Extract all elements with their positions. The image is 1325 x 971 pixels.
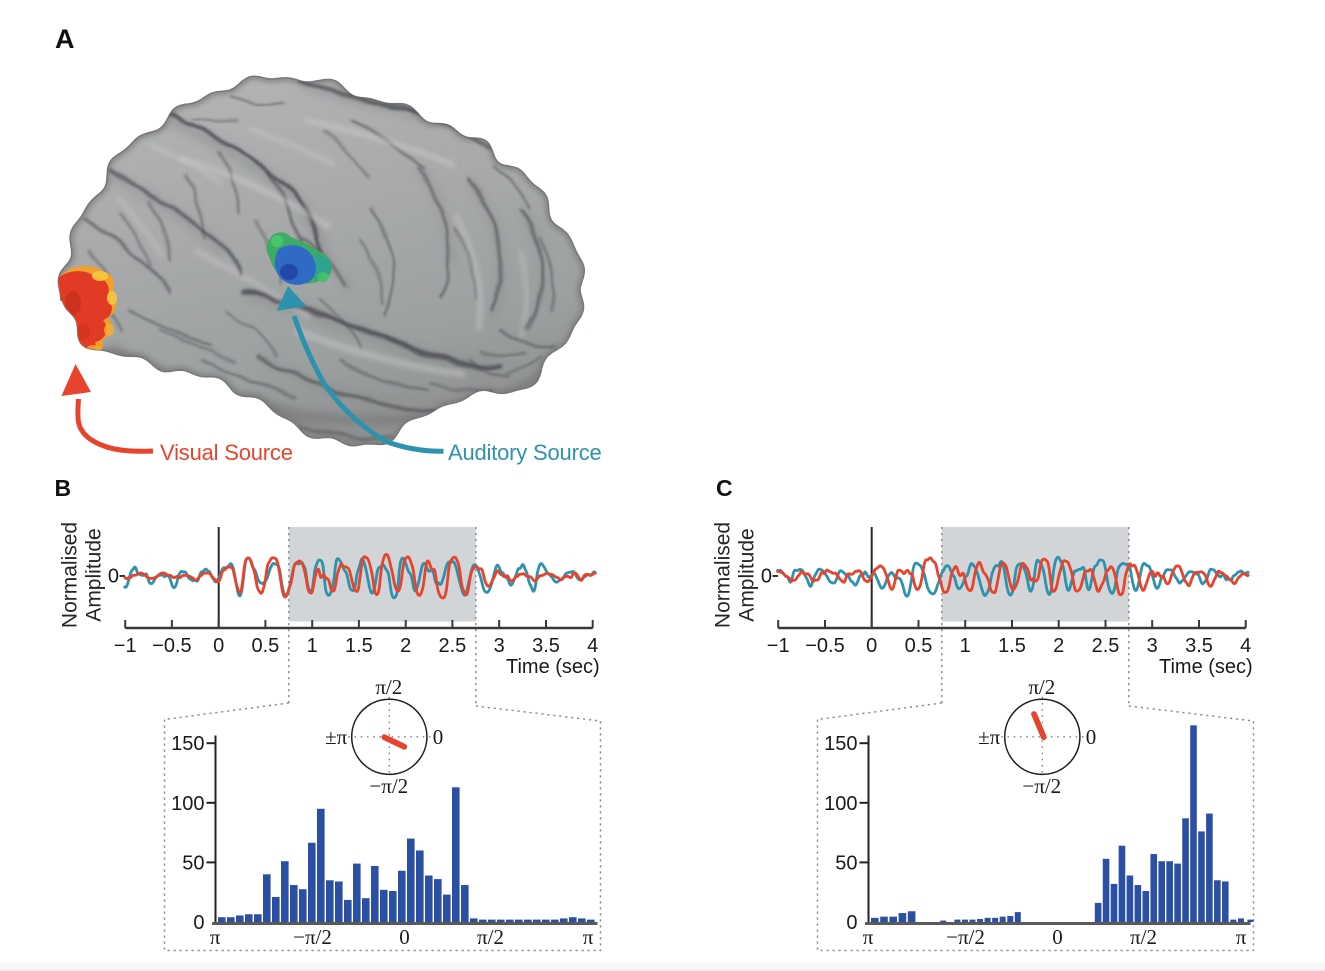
svg-text:0.5: 0.5: [251, 635, 279, 657]
svg-text:0: 0: [193, 912, 204, 934]
svg-text:Auditory Source: Auditory Source: [448, 440, 602, 465]
svg-text:Time (sec): Time (sec): [506, 656, 600, 678]
svg-text:0: 0: [213, 635, 224, 657]
svg-text:C: C: [716, 475, 733, 501]
svg-text:0: 0: [761, 566, 772, 588]
svg-text:0: 0: [1086, 725, 1097, 749]
svg-text:±π: ±π: [325, 725, 348, 749]
svg-text:2.5: 2.5: [438, 635, 466, 657]
svg-text:3: 3: [494, 635, 505, 657]
svg-text:3.5: 3.5: [532, 635, 560, 657]
svg-text:π: π: [210, 925, 221, 949]
svg-text:π/2: π/2: [375, 675, 402, 699]
svg-text:0: 0: [866, 635, 877, 657]
svg-text:3: 3: [1147, 635, 1158, 657]
svg-text:π/2: π/2: [477, 925, 504, 949]
svg-text:1: 1: [307, 635, 318, 657]
svg-text:Amplitude: Amplitude: [83, 528, 106, 621]
svg-text:2: 2: [400, 635, 411, 657]
svg-text:100: 100: [824, 793, 857, 815]
svg-text:0: 0: [399, 925, 410, 949]
svg-text:1: 1: [960, 635, 971, 657]
svg-text:−π/2: −π/2: [293, 925, 332, 949]
svg-text:−0.5: −0.5: [152, 635, 191, 657]
svg-text:2.5: 2.5: [1092, 635, 1120, 657]
svg-text:100: 100: [171, 793, 204, 815]
svg-text:−1: −1: [767, 635, 790, 657]
svg-text:−0.5: −0.5: [805, 635, 844, 657]
svg-text:−π/2: −π/2: [369, 774, 408, 798]
svg-text:3.5: 3.5: [1185, 635, 1213, 657]
svg-text:π/2: π/2: [1130, 925, 1157, 949]
svg-text:Visual Source: Visual Source: [160, 440, 293, 465]
svg-text:50: 50: [182, 852, 204, 874]
svg-text:A: A: [55, 24, 75, 54]
svg-text:±π: ±π: [978, 725, 1001, 749]
svg-text:−π/2: −π/2: [1022, 774, 1061, 798]
svg-text:Normalised: Normalised: [712, 522, 735, 628]
svg-text:π: π: [1236, 925, 1247, 949]
svg-text:0: 0: [433, 725, 444, 749]
svg-text:1.5: 1.5: [998, 635, 1026, 657]
svg-text:π: π: [863, 925, 874, 949]
svg-text:π/2: π/2: [1028, 675, 1055, 699]
svg-text:−π/2: −π/2: [946, 925, 985, 949]
svg-text:50: 50: [835, 852, 857, 874]
svg-text:4: 4: [587, 635, 598, 657]
svg-text:0: 0: [846, 912, 857, 934]
svg-text:2: 2: [1053, 635, 1064, 657]
svg-text:−1: −1: [114, 635, 137, 657]
svg-text:4: 4: [1240, 635, 1251, 657]
svg-text:0: 0: [1052, 925, 1063, 949]
svg-text:Time (sec): Time (sec): [1159, 656, 1253, 678]
svg-text:π: π: [583, 925, 594, 949]
svg-text:Normalised: Normalised: [59, 522, 82, 628]
svg-text:0: 0: [108, 566, 119, 588]
svg-text:0.5: 0.5: [905, 635, 933, 657]
svg-text:Amplitude: Amplitude: [736, 528, 759, 621]
svg-text:B: B: [55, 475, 72, 501]
svg-text:150: 150: [171, 733, 204, 755]
svg-text:150: 150: [824, 733, 857, 755]
svg-text:1.5: 1.5: [345, 635, 373, 657]
